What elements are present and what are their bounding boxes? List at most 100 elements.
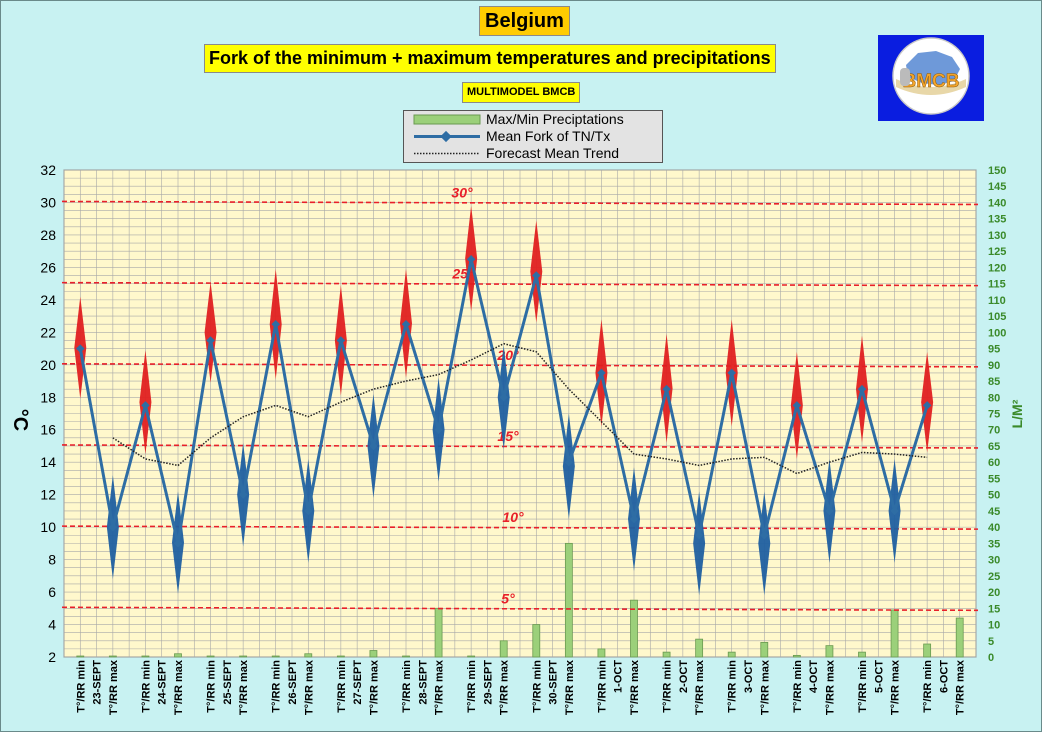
precip-bar [955, 617, 964, 658]
y2-tick-label: 15 [988, 603, 1000, 615]
precip-bar [369, 650, 378, 658]
y2-tick-label: 25 [988, 571, 1000, 583]
y2-tick-label: 140 [988, 197, 1006, 209]
legend-item-trend: Forecast Mean Trend [404, 145, 662, 162]
legend-label-mean: Mean Fork of TN/Tx [486, 128, 611, 144]
y-tick-label: 26 [40, 259, 56, 275]
x-tick-label: T°/RR min [792, 660, 804, 713]
y2-tick-label: 75 [988, 409, 1000, 421]
y2-tick-label: 35 [988, 538, 1000, 550]
y-tick-label: 30 [40, 194, 56, 210]
precip-bar [825, 645, 834, 658]
x-date-label: 23-SEPT [92, 660, 104, 705]
y-tick-label: 16 [40, 422, 56, 438]
mean-fork-point [141, 401, 150, 410]
x-tick-label: T°/RR min [531, 660, 543, 713]
x-date-label: 4-OCT [808, 660, 820, 693]
y2-tick-label: 60 [988, 457, 1000, 469]
source-label: MULTIMODEL BMCB [462, 82, 581, 103]
mean-fork-point [792, 401, 802, 410]
x-tick-label: T°/RR min [140, 660, 152, 713]
y2-tick-label: 10 [988, 620, 1000, 632]
precip-bar [564, 542, 573, 658]
precip-bar [760, 641, 769, 658]
mean-fork-point [466, 255, 476, 264]
precip-bar [923, 643, 932, 658]
precip-bar [239, 655, 248, 658]
y-tick-label: 4 [48, 617, 56, 633]
x-tick-label: T°/RR max [890, 659, 902, 715]
mean-fork-point [564, 457, 574, 467]
x-tick-label: T°/RR max [499, 659, 511, 715]
x-tick-label: T°/RR max [759, 659, 771, 715]
mean-fork-point [271, 319, 280, 329]
y2-tick-label: 100 [988, 327, 1006, 339]
x-tick-label: T°/RR min [75, 660, 87, 713]
y-tick-label: 24 [40, 292, 56, 308]
y2-tick-label: 50 [988, 490, 1000, 502]
x-date-label: 29-SEPT [482, 660, 494, 705]
x-date-label: 6-OCT [938, 660, 950, 693]
precip-bar [174, 653, 182, 658]
legend-label-trend: Forecast Mean Trend [486, 145, 620, 161]
precip-bar [858, 651, 866, 658]
y2-tick-label: 105 [988, 311, 1006, 323]
chart-subtitle: Fork of the minimum + maximum temperatur… [204, 44, 776, 73]
x-date-label: 24-SEPT [157, 660, 169, 705]
y-tick-label: 22 [40, 324, 56, 340]
precip-bar [402, 655, 410, 658]
precip-bar [890, 609, 899, 658]
x-date-label: 5-OCT [873, 660, 885, 693]
y2-tick-label: 5 [988, 636, 994, 648]
logo-text: BMCB [903, 71, 960, 92]
x-tick-label: T°/RR max [238, 659, 250, 715]
mean-fork-point [369, 441, 378, 451]
precip-bar [792, 654, 801, 658]
y2-axis-label: L/M² [1009, 399, 1025, 428]
reference-label: 30° [451, 184, 473, 200]
x-tick-label: T°/RR min [466, 660, 478, 713]
y2-tick-label: 120 [988, 262, 1006, 274]
x-tick-label: T°/RR max [108, 659, 120, 715]
mean-fork-point [499, 393, 508, 402]
precip-bar [434, 607, 443, 658]
precip-bar [76, 655, 85, 658]
x-tick-label: T°/RR min [922, 660, 934, 713]
bmcb-logo: BMCB [878, 35, 984, 121]
bmcb-logo-graphic: BMCB [892, 37, 970, 115]
reference-line [61, 525, 979, 530]
x-date-label: 30-SEPT [548, 660, 560, 705]
mean-fork-point [336, 336, 346, 345]
precip-bar [304, 653, 313, 658]
y2-tick-label: 55 [988, 473, 1000, 485]
mean-fork-point [304, 506, 313, 516]
mean-fork-point [434, 425, 443, 434]
y-tick-label: 8 [48, 552, 56, 568]
y2-tick-label: 30 [988, 555, 1000, 567]
x-tick-label: T°/RR min [662, 660, 674, 713]
mean-fork-point [597, 368, 606, 378]
x-tick-label: T°/RR max [824, 659, 836, 715]
x-tick-label: T°/RR max [629, 659, 641, 715]
chart-title: Belgium [479, 6, 570, 36]
legend-line-marker-icon [414, 130, 480, 143]
mean-fork-point [727, 368, 736, 378]
forecast-trend-line [112, 342, 928, 475]
y2-tick-label: 125 [988, 246, 1006, 258]
precip-bar [532, 624, 541, 658]
x-tick-label: T°/RR max [303, 659, 315, 715]
mean-fork-point [694, 531, 704, 540]
precip-bar [271, 655, 280, 658]
precip-bar [662, 651, 671, 658]
x-date-label: 3-OCT [743, 660, 755, 693]
y-tick-label: 28 [40, 227, 56, 243]
y2-tick-label: 45 [988, 506, 1000, 518]
x-date-label: 1-OCT [613, 660, 625, 693]
x-tick-label: T°/RR max [173, 659, 185, 715]
reference-line [61, 200, 979, 206]
mean-fork-point [206, 336, 215, 345]
legend-dotted-icon [414, 152, 480, 155]
y2-tick-label: 20 [988, 587, 1000, 599]
y-tick-label: 14 [40, 454, 56, 470]
